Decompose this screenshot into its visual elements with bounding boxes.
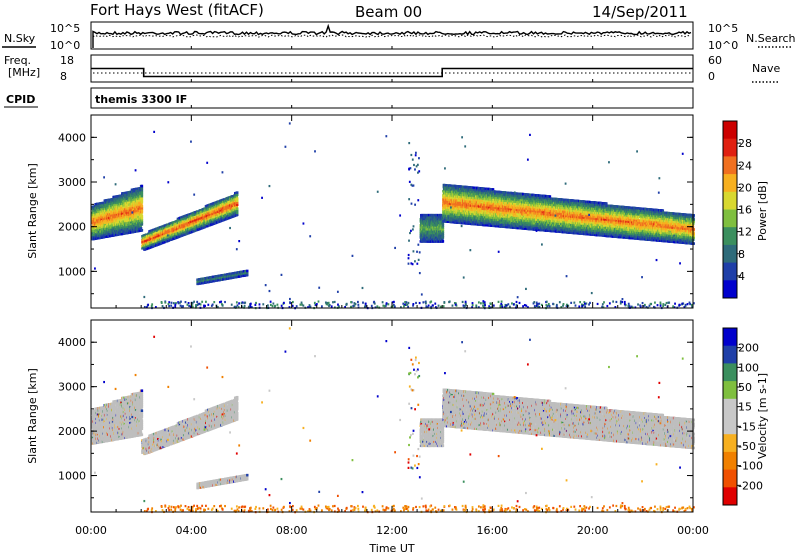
power-cell bbox=[442, 240, 444, 243]
power-data-cells bbox=[91, 122, 695, 309]
power-cell bbox=[141, 205, 143, 208]
noise-tick-low-left: 10^0 bbox=[50, 39, 80, 52]
nsky-label: N.Sky bbox=[4, 32, 36, 45]
nsearch-series bbox=[93, 35, 691, 37]
freq-tick-low: 8 bbox=[60, 70, 67, 83]
power-cell bbox=[246, 270, 248, 273]
nave-label: Nave bbox=[752, 62, 780, 75]
nave-tick-low: 0 bbox=[708, 70, 715, 83]
freq-label-2: [MHz] bbox=[8, 66, 40, 79]
noise-tick-high-left: 10^5 bbox=[50, 22, 80, 35]
power-cell bbox=[141, 229, 143, 232]
cpid-label: CPID bbox=[6, 93, 35, 106]
cpid-value: themis 3300 IF bbox=[95, 93, 187, 106]
freq-panel: Freq. [MHz] 18 8 60 0 Nave bbox=[4, 54, 780, 83]
power-cell bbox=[141, 215, 143, 218]
power-cell bbox=[236, 207, 238, 210]
freq-tick-high: 18 bbox=[60, 54, 74, 67]
date-title: 14/Sep/2011 bbox=[592, 3, 688, 21]
nsearch-label: N.Search bbox=[746, 32, 796, 45]
nave-tick-high: 60 bbox=[708, 54, 722, 67]
cpid-panel: CPID themis 3300 IF bbox=[4, 88, 693, 108]
beam-title: Beam 00 bbox=[355, 3, 422, 21]
station-title: Fort Hays West (fitACF) bbox=[90, 1, 264, 19]
power-cell bbox=[236, 197, 238, 200]
power-cell bbox=[236, 191, 238, 194]
nsky-series bbox=[93, 26, 691, 48]
noise-tick-low-right: 10^0 bbox=[708, 39, 738, 52]
power-cell bbox=[141, 185, 143, 188]
noise-panel: N.Sky 10^5 10^0 10^5 10^0 N.Search bbox=[2, 22, 796, 52]
noise-tick-high-right: 10^5 bbox=[708, 22, 738, 35]
